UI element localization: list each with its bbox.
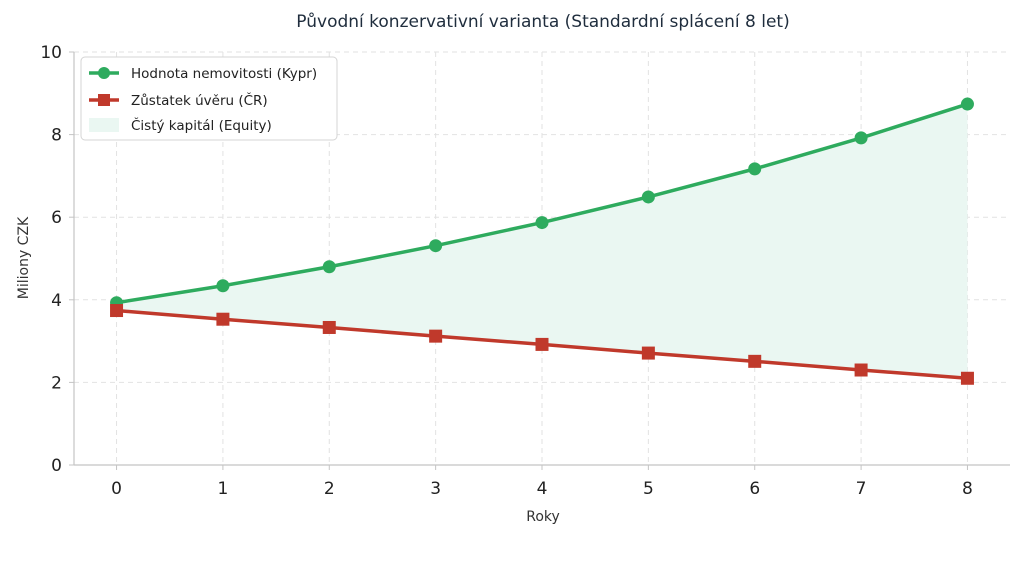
legend-box — [80, 56, 338, 141]
point-1-5 — [641, 346, 655, 360]
y-tick-label-0: 0 — [51, 456, 62, 476]
x-tick-label-4: 4 — [537, 479, 548, 499]
ticks-layer: 0 1 2 3 4 5 6 7 8 0 2 4 6 8 10 — [40, 43, 973, 499]
x-tick-label-2: 2 — [324, 479, 335, 499]
legend-marker-0 — [98, 67, 110, 79]
series-0 — [110, 97, 974, 310]
y-tick-label-4: 8 — [51, 126, 62, 146]
point-0-5 — [641, 190, 655, 204]
legend-marker-1 — [98, 94, 110, 106]
point-1-4 — [535, 337, 549, 351]
x-tick-label-1: 1 — [217, 479, 228, 499]
y-tick-label-2: 4 — [51, 291, 62, 311]
x-axis-label: Roky — [526, 509, 560, 525]
point-0-8 — [960, 97, 974, 111]
x-tick-label-6: 6 — [749, 479, 760, 499]
point-0-6 — [748, 162, 762, 176]
y-axis-label: Miliony CZK — [16, 216, 32, 299]
point-1-7 — [854, 363, 868, 377]
point-1-1 — [216, 312, 230, 326]
x-tick-label-8: 8 — [962, 479, 973, 499]
y-tick-label-1: 2 — [51, 373, 62, 393]
series-layer — [110, 97, 974, 385]
point-1-0 — [110, 304, 124, 318]
x-tick-label-3: 3 — [430, 479, 441, 499]
y-tick-label-5: 10 — [40, 43, 62, 63]
legend-label-1: Zůstatek úvěru (ČR) — [131, 91, 268, 109]
point-0-1 — [216, 279, 230, 293]
point-1-3 — [429, 329, 443, 343]
point-0-3 — [429, 239, 443, 253]
point-1-2 — [322, 320, 336, 334]
x-tick-label-5: 5 — [643, 479, 654, 499]
y-tick-label-3: 6 — [51, 208, 62, 228]
point-0-7 — [854, 131, 868, 145]
x-tick-label-0: 0 — [111, 479, 122, 499]
legend-label-0: Hodnota nemovitosti (Kypr) — [131, 66, 317, 82]
point-1-8 — [960, 371, 974, 385]
legend-fill-swatch — [89, 118, 119, 132]
chart-title: Původní konzervativní varianta (Standard… — [296, 12, 789, 32]
legend: Hodnota nemovitosti (Kypr) Zůstatek úvěr… — [80, 56, 338, 141]
point-1-6 — [748, 354, 762, 368]
point-0-2 — [322, 260, 336, 274]
legend-label-fill: Čistý kapitál (Equity) — [131, 116, 272, 134]
point-0-4 — [535, 216, 549, 230]
series-1 — [110, 304, 974, 385]
x-tick-label-7: 7 — [856, 479, 867, 499]
